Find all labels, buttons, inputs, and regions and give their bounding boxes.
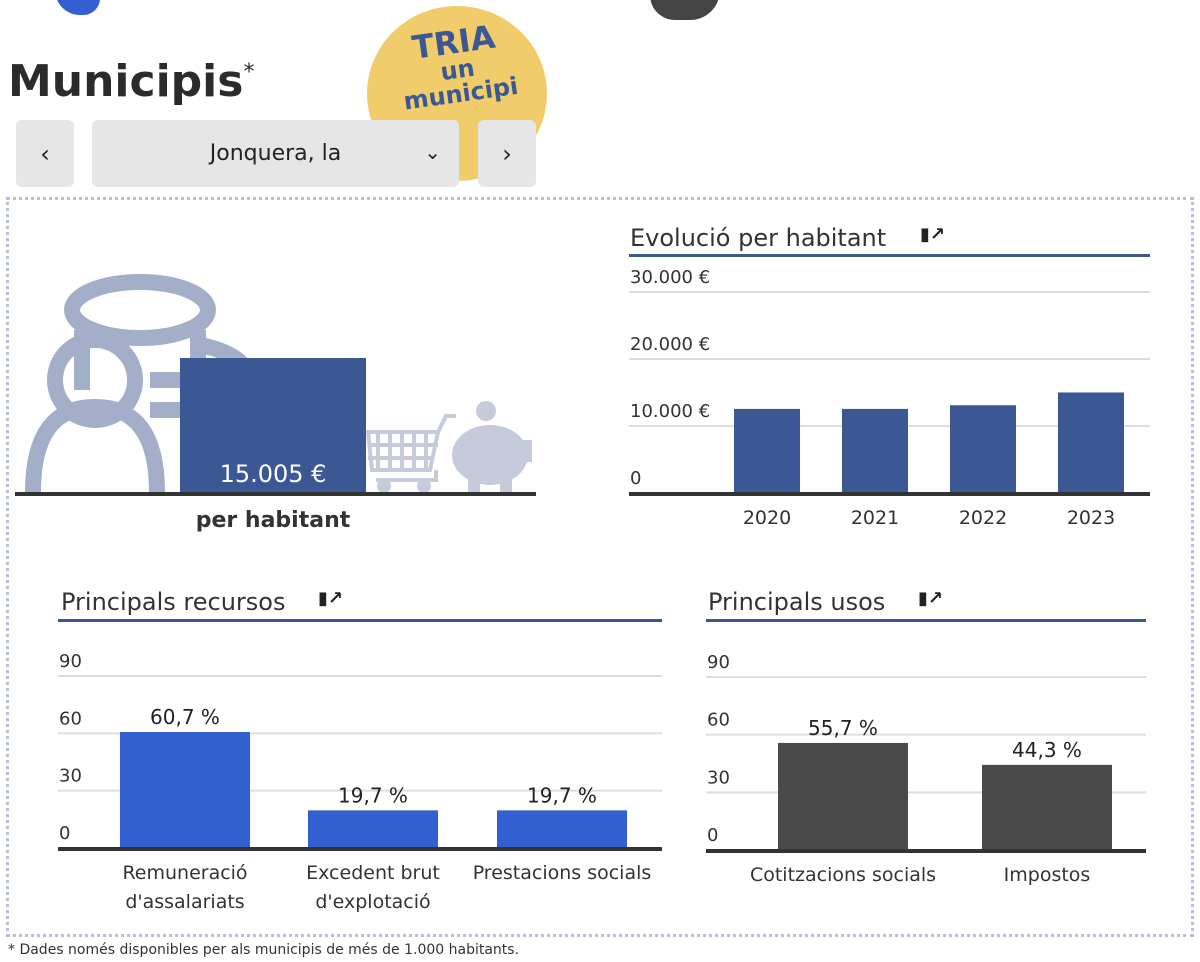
data-label: 60,7 %: [150, 705, 220, 729]
bar-0: [734, 408, 800, 493]
x-tick-label: 2023: [1067, 507, 1115, 529]
y-tick-label: 60: [707, 710, 730, 731]
x-tick-label: Prestacions socials: [473, 862, 652, 884]
expand-chart-icon[interactable]: ▮↗: [318, 588, 343, 609]
y-tick-label: 10.000 €: [630, 401, 710, 422]
y-tick-label: 90: [707, 652, 730, 673]
expand-chart-icon[interactable]: ▮↗: [920, 224, 945, 245]
chevron-down-icon: ⌄: [424, 140, 441, 164]
y-tick-label: 60: [59, 708, 82, 729]
previous-municipality-button[interactable]: ‹: [16, 120, 74, 187]
x-tick-label: 2021: [851, 507, 899, 529]
data-label: 44,3 %: [1012, 738, 1082, 762]
title-underline: [58, 619, 662, 622]
bar-2: [950, 405, 1016, 493]
shopping-cart-icon: [365, 414, 456, 493]
y-tick-label: 30: [707, 767, 730, 788]
title-underline: [629, 254, 1150, 257]
x-tick-label: 2022: [959, 507, 1007, 529]
per-capita-label: per habitant: [195, 508, 351, 533]
title-underline: [706, 619, 1146, 622]
bar-2: [497, 810, 627, 848]
y-tick-label: 30.000 €: [630, 267, 710, 288]
bar-3: [1058, 392, 1124, 493]
chevron-left-icon: ‹: [40, 139, 50, 168]
bar-1: [982, 764, 1112, 850]
person-icon: [25, 332, 165, 493]
x-tick-label: d'explotació: [315, 891, 430, 913]
municipality-select[interactable]: Jonquera, la ⌄: [92, 120, 459, 187]
x-tick-label: Excedent brut: [306, 862, 440, 884]
per-capita-value: 15.005 €: [219, 460, 327, 488]
bar-0: [120, 731, 250, 848]
evolution-title: Evolució per habitant: [630, 224, 887, 252]
page-title: Municipis*: [8, 56, 255, 107]
bar-1: [308, 810, 438, 848]
y-tick-label: 0: [707, 825, 718, 846]
selected-municipality: Jonquera, la: [209, 141, 342, 166]
piggy-bank-icon: [452, 401, 532, 492]
y-tick-label: 0: [59, 823, 70, 844]
y-tick-label: 30: [59, 766, 82, 787]
y-tick-label: 20.000 €: [630, 334, 710, 355]
x-tick-label: Impostos: [1004, 864, 1091, 886]
resources-title: Principals recursos: [61, 588, 286, 616]
data-label: 19,7 %: [527, 783, 597, 807]
map-fragment-dark: [650, 0, 720, 20]
expand-chart-icon[interactable]: ▮↗: [918, 588, 943, 609]
next-municipality-button[interactable]: ›: [478, 120, 536, 187]
x-tick-label: Cotitzacions socials: [750, 864, 936, 886]
per-capita-bar: [180, 358, 366, 493]
data-label: 19,7 %: [338, 783, 408, 807]
bar-0: [778, 742, 908, 850]
x-tick-label: d'assalariats: [125, 891, 244, 913]
chevron-right-icon: ›: [502, 139, 512, 168]
y-tick-label: 90: [59, 651, 82, 672]
y-tick-label: 0: [630, 468, 641, 489]
data-panel: [6, 197, 1194, 937]
bar-1: [842, 408, 908, 493]
x-tick-label: 2020: [743, 507, 791, 529]
map-fragment-blue: [55, 0, 100, 15]
uses-title: Principals usos: [708, 588, 886, 616]
data-label: 55,7 %: [808, 716, 878, 740]
x-tick-label: Remuneració: [122, 862, 247, 884]
footnote: * Dades només disponibles per als munici…: [8, 942, 520, 958]
